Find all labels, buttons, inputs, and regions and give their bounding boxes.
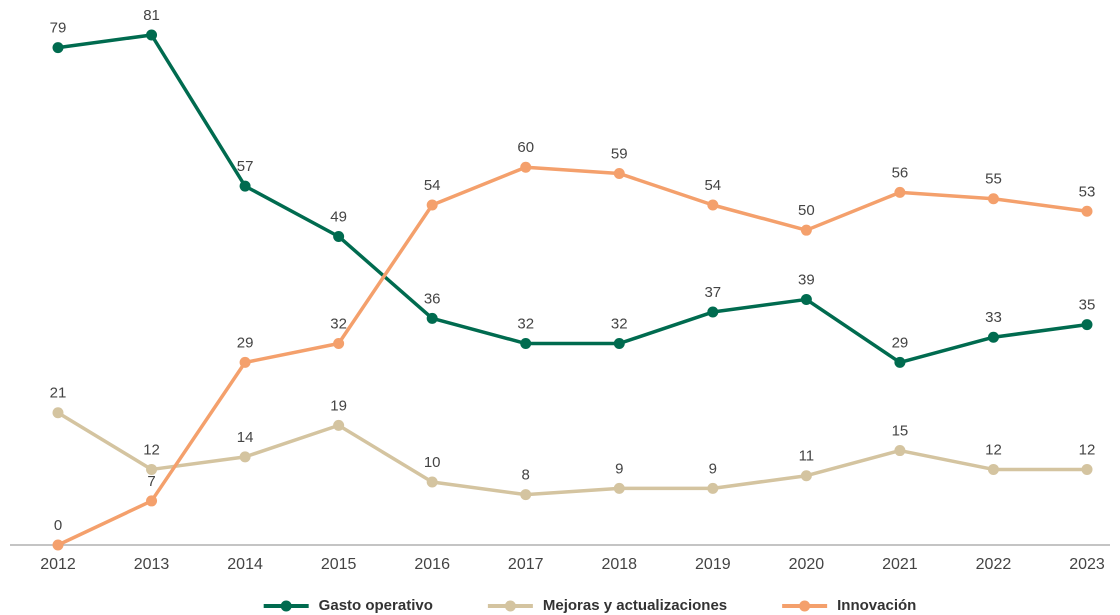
data-label: 37 [704, 284, 721, 301]
data-label: 50 [798, 202, 815, 219]
data-label: 49 [330, 208, 347, 225]
data-point [894, 356, 906, 368]
data-label: 29 [237, 334, 254, 351]
data-label: 53 [1079, 183, 1096, 200]
data-label: 10 [424, 454, 441, 471]
x-tick-label: 2016 [414, 556, 450, 573]
x-tick-label: 2017 [508, 556, 544, 573]
data-label: 33 [985, 309, 1002, 326]
data-label: 39 [798, 271, 815, 288]
data-label: 59 [611, 145, 628, 162]
data-label: 7 [147, 473, 155, 490]
legend-dot [280, 600, 292, 612]
data-point [333, 338, 345, 350]
x-tick-label: 2020 [789, 556, 825, 573]
data-point [239, 356, 251, 368]
data-label: 21 [50, 385, 67, 402]
data-label: 12 [143, 441, 160, 458]
data-point [239, 180, 251, 192]
data-point [520, 489, 532, 501]
series-line [57, 165, 1088, 547]
data-point [707, 306, 719, 318]
data-label: 32 [611, 315, 628, 332]
data-point [52, 539, 64, 551]
data-label: 57 [237, 158, 254, 175]
x-tick-label: 2015 [321, 556, 357, 573]
data-point [613, 168, 625, 180]
legend-item: Gasto operativo [263, 597, 433, 614]
data-label: 35 [1079, 297, 1096, 314]
data-point [52, 42, 64, 54]
data-point [894, 186, 906, 198]
data-point [239, 451, 251, 463]
data-point [146, 463, 158, 475]
legend-item: Mejoras y actualizaciones [487, 597, 727, 614]
data-point [707, 482, 719, 494]
data-label: 8 [522, 467, 530, 484]
data-label: 0 [54, 517, 62, 534]
data-point [520, 338, 532, 350]
data-point [800, 224, 812, 236]
data-label: 81 [143, 7, 160, 24]
data-label: 36 [424, 290, 441, 307]
data-point [800, 293, 812, 305]
legend-dot [799, 600, 811, 612]
data-label: 29 [892, 334, 909, 351]
data-label: 79 [50, 20, 67, 37]
data-point [613, 482, 625, 494]
data-point [894, 445, 906, 457]
data-label: 19 [330, 397, 347, 414]
data-label: 12 [985, 441, 1002, 458]
x-tick-label: 2013 [134, 556, 170, 573]
x-tick-label: 2021 [882, 556, 918, 573]
data-label: 60 [517, 139, 534, 156]
data-point [987, 193, 999, 205]
data-label: 32 [517, 315, 534, 332]
series-line [57, 33, 1088, 365]
x-tick-label: 2012 [40, 556, 76, 573]
data-point [426, 476, 438, 488]
data-point [333, 230, 345, 242]
legend-dot [504, 600, 516, 612]
data-label: 55 [985, 171, 1002, 188]
data-point [1081, 319, 1093, 331]
data-point [146, 495, 158, 507]
data-label: 15 [892, 423, 909, 440]
data-label: 14 [237, 429, 254, 446]
series-line [57, 411, 1087, 497]
data-label: 56 [892, 164, 909, 181]
data-label: 54 [704, 177, 721, 194]
data-point [52, 407, 64, 419]
legend-label: Mejoras y actualizaciones [543, 597, 727, 614]
x-tick-label: 2019 [695, 556, 731, 573]
data-point [987, 331, 999, 343]
legend-item: Innovación [782, 597, 916, 614]
legend-label: Gasto operativo [319, 597, 433, 614]
data-label: 9 [615, 460, 623, 477]
data-label: 9 [709, 460, 717, 477]
x-tick-label: 2022 [976, 556, 1012, 573]
data-point [1081, 463, 1093, 475]
x-tick-label: 2023 [1069, 556, 1105, 573]
data-point [800, 470, 812, 482]
data-label: 12 [1079, 441, 1096, 458]
data-point [613, 338, 625, 350]
data-point [426, 312, 438, 324]
x-tick-label: 2014 [227, 556, 263, 573]
data-point [426, 199, 438, 211]
data-point [520, 161, 532, 173]
data-point [146, 29, 158, 41]
data-point [1081, 205, 1093, 217]
data-label: 11 [799, 448, 815, 465]
data-label: 32 [330, 315, 347, 332]
legend-label: Innovación [837, 597, 916, 614]
data-point [333, 419, 345, 431]
data-point [987, 463, 999, 475]
data-label: 54 [424, 177, 441, 194]
x-tick-label: 2018 [601, 556, 637, 573]
data-point [707, 199, 719, 211]
